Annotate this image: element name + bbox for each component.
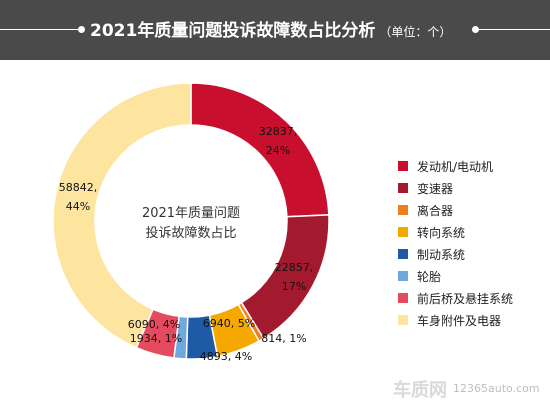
legend-item: 变速器 [398, 177, 548, 199]
chart-title-text: 2021年质量问题投诉故障数占比分析 [90, 21, 376, 41]
data-label: 22857, 17% [275, 261, 314, 293]
header-dot-right [472, 26, 479, 33]
legend-item: 发动机/电动机 [398, 155, 548, 177]
legend-label: 离合器 [417, 203, 454, 218]
legend-label: 发动机/电动机 [417, 159, 494, 174]
center-label-line-1: 2021年质量问题 [142, 206, 240, 221]
legend-swatch [398, 183, 408, 193]
legend-label: 车身附件及电器 [417, 313, 502, 328]
header-divider-right [478, 29, 550, 30]
data-label: 58842, 44% [59, 181, 98, 213]
legend-swatch [398, 293, 408, 303]
legend-item: 车身附件及电器 [398, 309, 548, 331]
legend-label: 前后桥及悬挂系统 [417, 291, 514, 306]
header-bar: 2021年质量问题投诉故障数占比分析 （单位：个） [0, 0, 550, 60]
chart-title: 2021年质量问题投诉故障数占比分析 （单位：个） [90, 16, 465, 44]
legend-item: 转向系统 [398, 221, 548, 243]
watermark: 车质网 12365auto.com [393, 376, 549, 401]
center-label-line-2: 投诉故障数占比 [145, 225, 236, 241]
legend-swatch [398, 315, 408, 325]
legend-label: 转向系统 [417, 225, 466, 240]
legend-swatch [398, 227, 408, 237]
data-label: 6940, 5% [203, 317, 255, 330]
legend-swatch [398, 271, 408, 281]
legend-item: 轮胎 [398, 265, 548, 287]
legend-item: 离合器 [398, 199, 548, 221]
data-label: 6090, 4% [128, 318, 180, 331]
data-label: 32837, 24% [259, 125, 298, 157]
header-dot-left [78, 26, 85, 33]
legend-swatch [398, 249, 408, 259]
watermark-logo: 车质网 [393, 380, 447, 401]
legend-label: 制动系统 [417, 247, 466, 262]
chart-unit-text: （单位：个） [379, 25, 452, 39]
donut-chart: 32837, 24% 22857, 17% 814, 1% 6940, 5% 4893, 4… [52, 82, 330, 363]
legend-label: 轮胎 [417, 269, 442, 284]
data-label: 814, 1% [261, 332, 306, 345]
data-label: 1934, 1% [130, 332, 182, 345]
watermark-url: 12365auto.com [453, 382, 540, 395]
donut-slice [52, 82, 192, 349]
chart-legend: 发动机/电动机 变速器离合器转向系统制动系统轮胎前后桥及悬挂系统 车身附件及电器 [398, 155, 548, 331]
header-divider-left [0, 29, 78, 30]
legend-swatch [398, 161, 408, 171]
data-label: 4893, 4% [200, 350, 252, 363]
legend-item: 前后桥及悬挂系统 [398, 287, 548, 309]
legend-label: 变速器 [417, 181, 454, 196]
legend-swatch [398, 205, 408, 215]
legend-item: 制动系统 [398, 243, 548, 265]
donut-slice [190, 82, 330, 218]
